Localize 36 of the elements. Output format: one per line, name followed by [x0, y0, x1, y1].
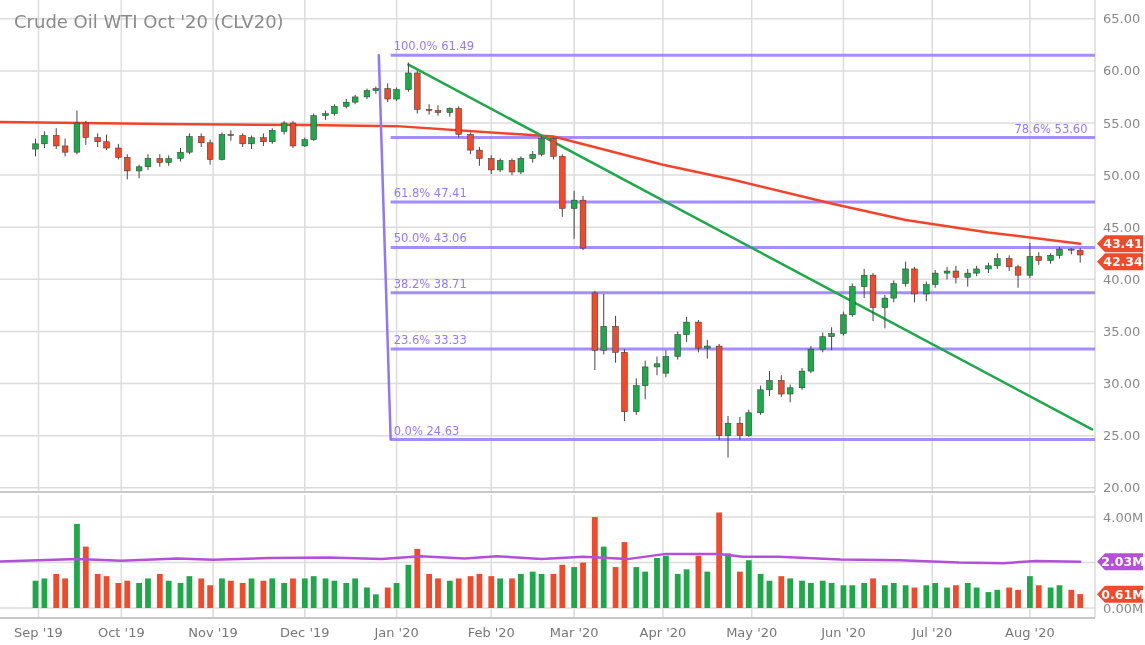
text: Crude Oil WTI Oct '20 (CLV20): [14, 11, 284, 32]
y-tick-label: 30.00: [1103, 376, 1141, 392]
y-tick-label: 65.00: [1103, 11, 1141, 27]
y-tick-label: 20.00: [1103, 480, 1141, 496]
x-tick-label: Jun '20: [820, 625, 866, 640]
ref-line-label: 38.2% 38.71: [393, 276, 467, 291]
text: 2.03M: [1101, 554, 1145, 570]
x-tick-label: Aug '20: [1005, 625, 1055, 640]
x-tick-label: Feb '20: [467, 625, 515, 640]
ref-line-label: 100.0% 61.49: [393, 39, 475, 54]
y-tick-label: 60.00: [1103, 63, 1141, 79]
y-tick-label: 25.00: [1103, 428, 1141, 444]
y-tick-label: 55.00: [1103, 115, 1141, 131]
x-tick-label: Jul '20: [911, 625, 953, 640]
text: 43.41: [1103, 236, 1143, 252]
y-tick-label: 45.00: [1103, 219, 1141, 235]
text: 42.34: [1103, 254, 1144, 270]
x-tick-label: Apr '20: [639, 625, 687, 640]
text: 0.61M: [1101, 586, 1145, 602]
x-tick-label: Oct '19: [97, 625, 145, 640]
y-tick-label: 40.00: [1103, 271, 1141, 287]
ref-line-label: 50.0% 43.06: [393, 231, 467, 246]
x-tick-label: May '20: [726, 625, 778, 640]
ref-line-label: 78.6% 53.60: [1014, 121, 1088, 136]
y-tick-label: 50.00: [1103, 167, 1141, 183]
y-tick-label: 35.00: [1103, 324, 1141, 340]
y-tick-label: 4.00M: [1103, 509, 1144, 525]
x-tick-label: Mar '20: [549, 625, 599, 640]
x-tick-label: Nov '19: [188, 625, 238, 640]
ref-line-label: 23.6% 33.33: [393, 332, 467, 347]
ref-line-label: 61.8% 47.41: [393, 186, 467, 201]
x-tick-label: Jan '20: [373, 625, 419, 640]
x-tick-label: Sep '19: [14, 625, 63, 640]
y-tick-label: 0.00M: [1103, 600, 1144, 616]
x-tick-label: Dec '19: [280, 625, 330, 640]
ref-line-label: 0.0% 24.63: [393, 423, 460, 438]
